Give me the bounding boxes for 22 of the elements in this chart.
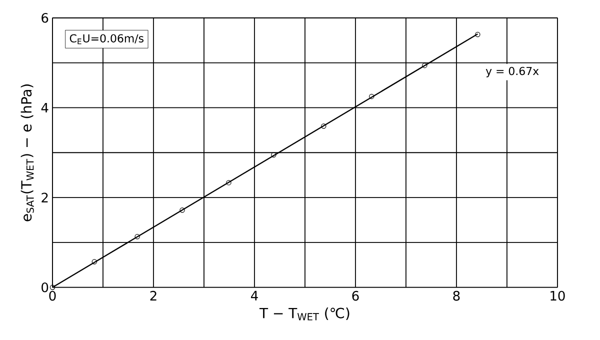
point (180, 208, 185, 213)
point (422, 62, 428, 68)
x-tick-label: 6 (352, 290, 359, 301)
point (92, 259, 97, 264)
x-tick-label: 4 (250, 290, 258, 300)
point (226, 180, 232, 186)
point (271, 152, 276, 158)
x-axis-title: T − T$_{WET}$ (℃) (259, 308, 350, 320)
annotation: y = 0.67x (486, 66, 539, 78)
x-tick-label: 8 (453, 290, 460, 301)
y-tick-label: 4 (41, 103, 48, 113)
y-axis-title: e$_{SAT}$(T$_{WET}$) − e (hPa) (20, 84, 34, 222)
annotation: C$_{E}$U=0.06m/s (70, 34, 144, 44)
x-tick-label: 2 (150, 290, 156, 301)
y-tick-label: 6 (42, 13, 48, 23)
x-tick-label: 0 (49, 290, 56, 301)
point (134, 234, 140, 240)
x-tick-label: 10 (550, 290, 565, 301)
point (369, 94, 374, 100)
y-tick-label: 0 (42, 282, 48, 292)
y-tick-label: 2 (42, 192, 48, 202)
point (321, 124, 326, 129)
